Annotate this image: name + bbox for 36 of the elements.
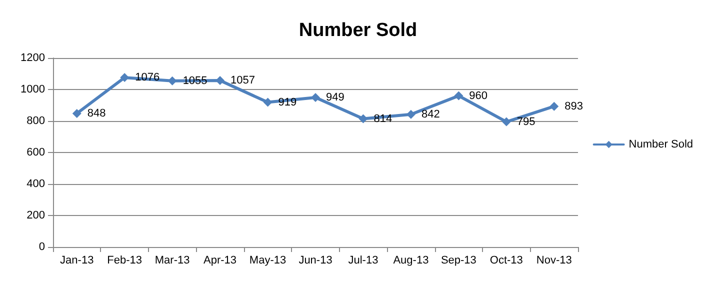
y-tick-label: 1000 (20, 84, 45, 96)
x-tick-label: Feb-13 (107, 254, 142, 266)
chart-title: Number Sold (298, 20, 418, 41)
y-tick-label: 600 (26, 146, 45, 158)
point (454, 91, 464, 100)
point (550, 102, 559, 111)
point (311, 93, 320, 102)
x-tick-label: Jun-13 (298, 254, 332, 266)
x-tick-label: Aug-13 (393, 254, 429, 266)
x-tick-label: Apr-13 (204, 254, 237, 266)
x-tick-label: Nov-13 (536, 254, 572, 266)
y-tick-label: 400 (26, 178, 45, 190)
x-tick-label: Oct-13 (490, 254, 523, 266)
y-tick-label: 200 (26, 210, 45, 222)
data-label: 893 (564, 100, 583, 112)
data-label: 795 (516, 116, 536, 128)
data-label: 960 (469, 90, 488, 102)
data-label: 1055 (182, 74, 208, 87)
x-tick-label: Sep-13 (440, 254, 476, 266)
data-label: 1076 (135, 72, 160, 84)
y-tick-label: 1200 (20, 52, 45, 64)
point (502, 117, 511, 126)
x-tick-label: May-13 (249, 254, 286, 266)
x-tick-label: Mar-13 (154, 254, 190, 266)
point (72, 108, 82, 118)
x-tick-label: Jan-13 (60, 254, 94, 266)
data-label: 949 (326, 92, 344, 104)
x-tick-label: Jul-13 (348, 254, 378, 266)
data-label: 848 (87, 107, 106, 120)
data-label: 842 (421, 108, 440, 120)
data-label: 1057 (230, 74, 256, 87)
y-tick-label: 0 (38, 241, 45, 253)
point (263, 98, 272, 107)
legend-label: Number Sold (628, 138, 694, 150)
y-tick-label: 800 (26, 115, 45, 127)
point (358, 114, 368, 124)
